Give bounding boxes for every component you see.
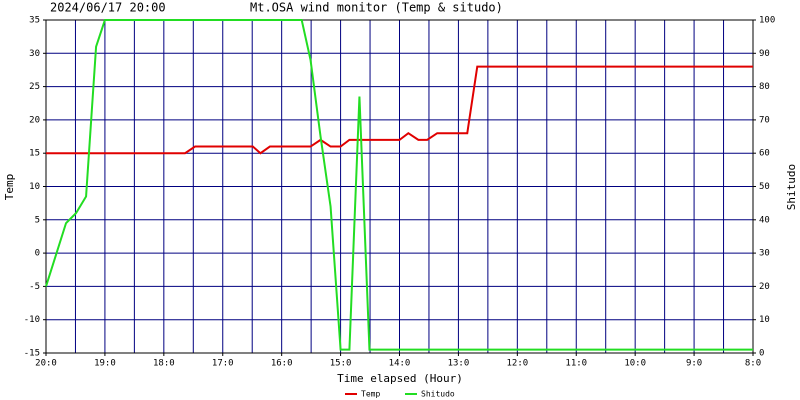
y-tick-label: 15 [29, 149, 40, 159]
data-line [45, 19, 753, 351]
y2-tick-label: 100 [759, 16, 775, 26]
y2-tick-label: 20 [759, 282, 770, 292]
y-tick-label: 35 [29, 16, 40, 26]
x-tick-label: 8:0 [745, 359, 761, 369]
y-tick-label: 10 [29, 182, 40, 192]
plot-border [45, 19, 754, 354]
chart-subtitle: 2024/06/17 20:00 [50, 1, 166, 15]
y-tick-label: -15 [24, 349, 40, 359]
y-tick-label: 20 [29, 115, 40, 125]
x-tick-label: 13:0 [448, 359, 470, 369]
x-tick-label: 20:0 [35, 359, 57, 369]
x-tick-label: 19:0 [94, 359, 116, 369]
y-tick-label: 25 [29, 82, 40, 92]
x-tick-label: 17:0 [212, 359, 234, 369]
x-tick-label: 16:0 [271, 359, 293, 369]
y2-tick-label: 80 [759, 82, 770, 92]
y-axis-label: Temp [3, 174, 16, 201]
x-tick-label: 11:0 [565, 359, 587, 369]
y2-tick-label: 70 [759, 115, 770, 125]
x-tick-label: 18:0 [153, 359, 175, 369]
x-tick-label: 10:0 [624, 359, 646, 369]
x-tick-label: 9:0 [686, 359, 702, 369]
y2-tick-label: 30 [759, 249, 770, 259]
y-tick-label: 5 [35, 215, 40, 225]
data-line [46, 65, 753, 155]
y-tick-label: -5 [29, 282, 40, 292]
y2-tick-label: 90 [759, 49, 770, 59]
chart-title: Mt.OSA wind monitor (Temp & situdo) [250, 1, 503, 15]
y-tick-label: 0 [35, 249, 40, 259]
y2-axis-label: Shitudo [785, 164, 798, 210]
x-tick-label: 12:0 [506, 359, 528, 369]
y2-tick-label: 10 [759, 315, 770, 325]
legend-label: Shitudo [421, 390, 455, 399]
legend-label: Temp [361, 390, 380, 399]
y2-tick-label: 0 [759, 349, 764, 359]
y2-tick-label: 60 [759, 149, 770, 159]
y-tick-label: 30 [29, 49, 40, 59]
y-tick-label: -10 [24, 315, 40, 325]
y2-tick-label: 40 [759, 215, 770, 225]
x-axis-label: Time elapsed (Hour) [337, 372, 463, 385]
y2-tick-label: 50 [759, 182, 770, 192]
x-tick-label: 14:0 [389, 359, 411, 369]
x-tick-label: 15:0 [330, 359, 352, 369]
